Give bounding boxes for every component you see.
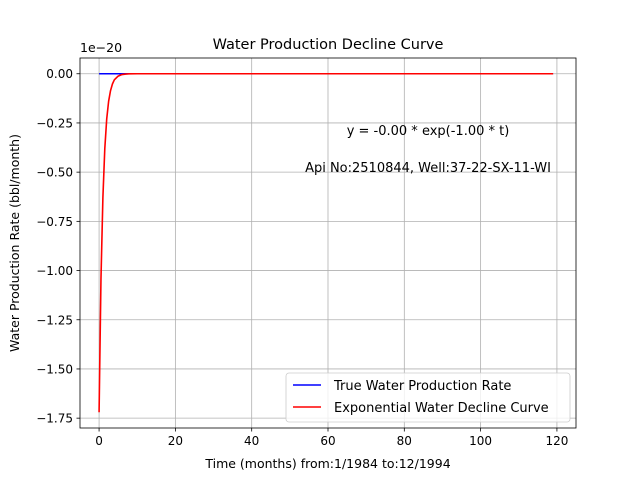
series-line-1 [98, 72, 554, 413]
series-lines [98, 72, 554, 413]
well-annotation: Api No:2510844, Well:37-22-SX-11-WI [305, 161, 551, 176]
legend-box [285, 372, 571, 423]
x-tick-label: 120 [545, 434, 568, 448]
x-tick-label: 100 [469, 434, 492, 448]
y-tick-label: −0.50 [36, 166, 73, 180]
x-axis-ticks: 0 20 40 60 80 100 120 [95, 428, 568, 448]
y-tick-label: −1.50 [36, 362, 73, 376]
x-tick-label: 40 [244, 434, 259, 448]
chart-title: Water Production Decline Curve [213, 37, 444, 53]
y-offset-label: 1e−20 [80, 40, 122, 55]
grid [80, 58, 576, 428]
legend-label-decline-curve: Exponential Water Decline Curve [334, 401, 549, 416]
y-tick-label: −1.00 [36, 264, 73, 278]
equation-annotation: y = -0.00 * exp(-1.00 * t) [347, 124, 510, 139]
y-axis-label: Water Production Rate (bbl/month) [7, 134, 22, 352]
legend: True Water Production Rate Exponential W… [285, 372, 571, 423]
x-tick-label: 0 [95, 434, 103, 448]
legend-label-true-rate: True Water Production Rate [333, 379, 511, 394]
x-tick-label: 20 [168, 434, 183, 448]
y-tick-label: −1.75 [36, 412, 73, 426]
x-tick-label: 80 [397, 434, 412, 448]
x-axis-label: Time (months) from:1/1984 to:12/1994 [204, 456, 450, 471]
y-tick-label: −0.75 [36, 215, 73, 229]
y-axis-ticks: 0.00 −0.25 −0.50 −0.75 −1.00 −1.25 −1.50 −1.75 [36, 67, 80, 426]
y-tick-label: −0.25 [36, 116, 73, 130]
y-tick-label: −1.25 [36, 313, 73, 327]
y-tick-label: 0.00 [46, 67, 73, 81]
x-tick-label: 60 [320, 434, 335, 448]
